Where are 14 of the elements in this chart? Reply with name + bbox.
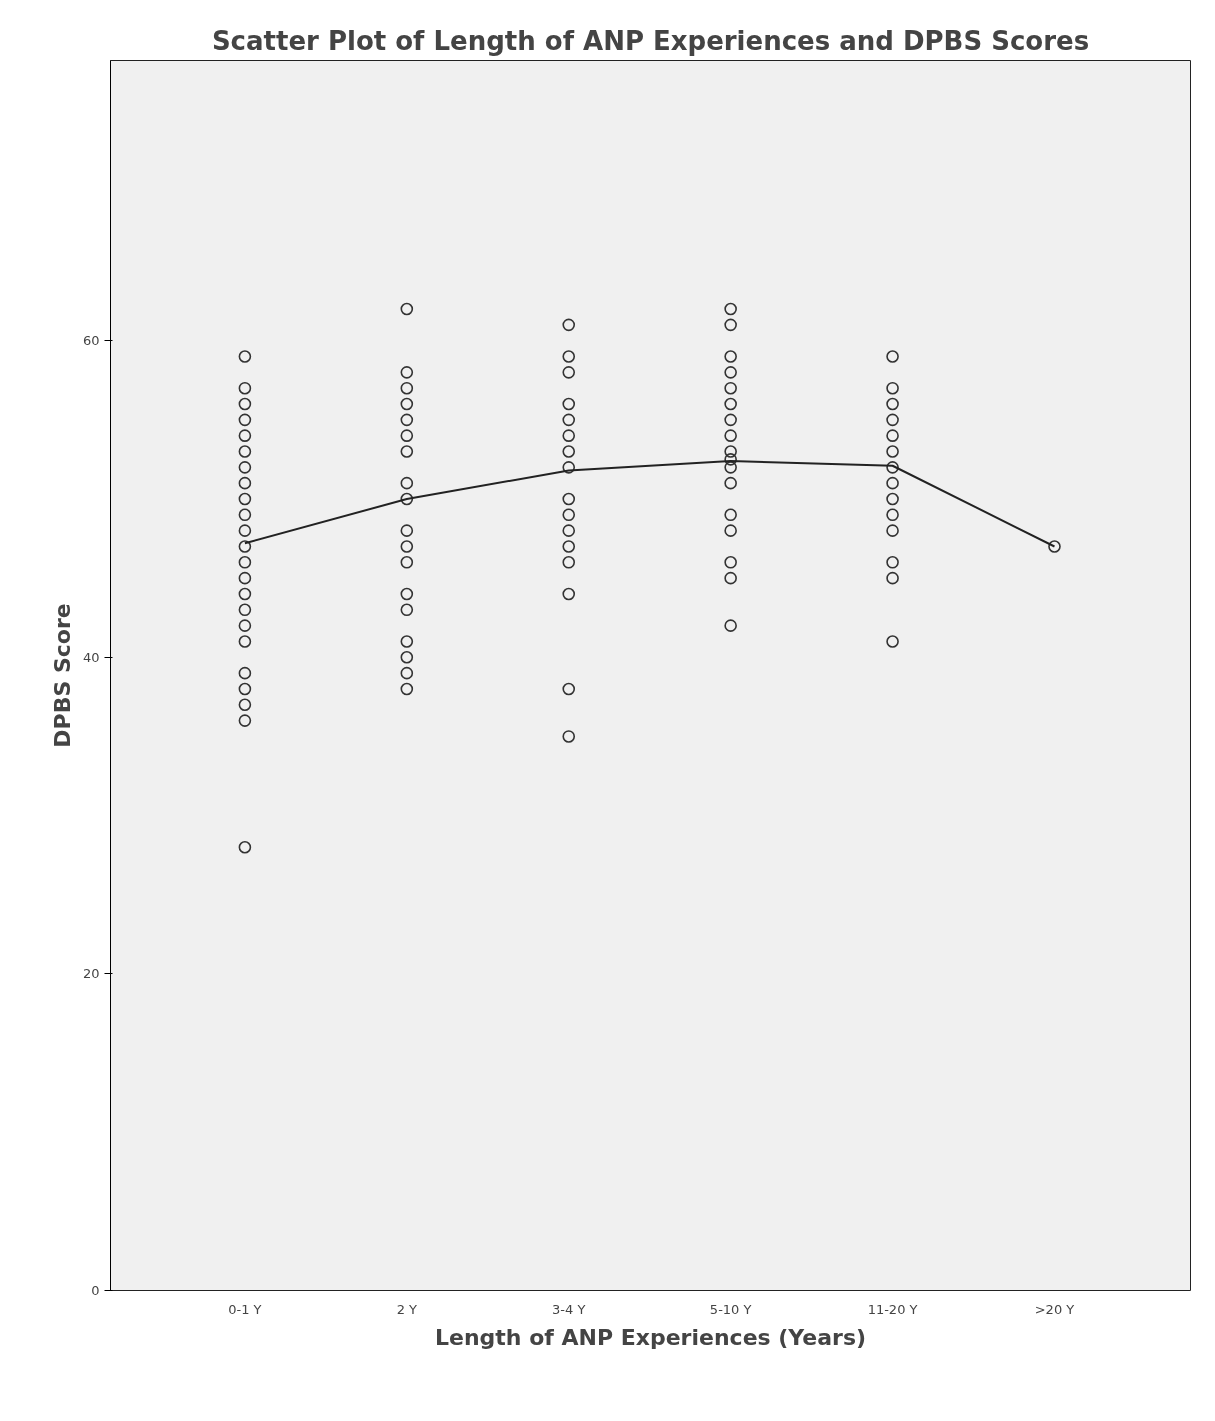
x-tick-label: 0-1 Y xyxy=(228,1301,262,1317)
y-axis-title: DPBS Score xyxy=(49,603,75,748)
x-axis-title: Length of ANP Experiences (Years) xyxy=(434,1324,867,1350)
x-tick-label: >20 Y xyxy=(1034,1301,1075,1317)
x-tick-label: 11-20 Y xyxy=(867,1301,918,1317)
line-series xyxy=(243,460,1056,548)
y-tick-label: 0 xyxy=(91,1283,100,1298)
x-tick-label: 2 Y xyxy=(396,1301,418,1317)
chart-title: Scatter Plot of Length of ANP Experiences and DPBS Scores xyxy=(211,25,1090,56)
y-tick-label: 60 xyxy=(82,333,100,349)
y-tick-label: 40 xyxy=(82,649,100,665)
x-tick-label: 5-10 Y xyxy=(709,1301,752,1317)
y-tick-label: 20 xyxy=(82,966,100,982)
x-tick-label: 3-4 Y xyxy=(552,1301,586,1317)
